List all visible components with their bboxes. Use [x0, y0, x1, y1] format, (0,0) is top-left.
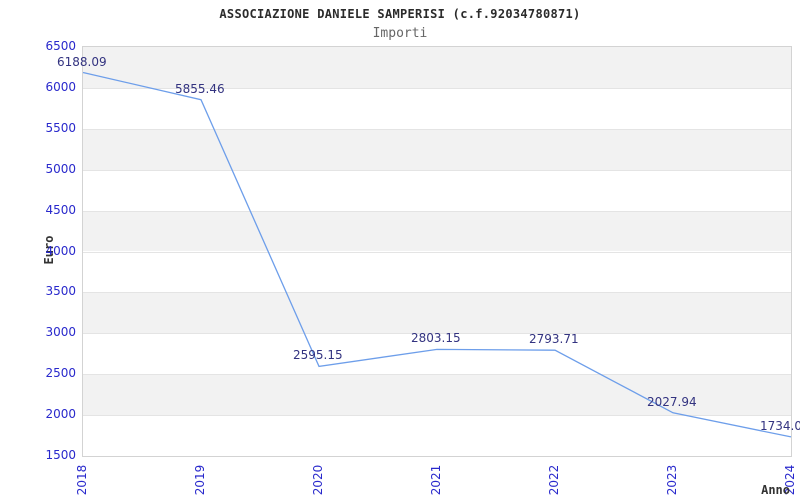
chart-title: ASSOCIAZIONE DANIELE SAMPERISI (c.f.9203… — [219, 7, 581, 21]
y-tick-label: 4500 — [45, 202, 76, 217]
gridline — [83, 374, 791, 376]
y-tick-label: 5500 — [45, 120, 76, 135]
grid-band — [83, 374, 791, 416]
grid-band — [83, 128, 791, 170]
data-point-label: 2595.15 — [293, 348, 343, 363]
grid-band — [83, 415, 791, 456]
x-tick-label: 2018 — [75, 464, 89, 496]
grid-band — [83, 251, 791, 293]
gridline — [83, 251, 791, 253]
chart-subtitle: Importi — [372, 26, 428, 41]
gridline — [83, 292, 791, 294]
y-tick-label: 3000 — [45, 325, 76, 340]
y-tick-label: 4000 — [45, 243, 76, 258]
gridline — [83, 169, 791, 171]
series-line — [82, 71, 792, 438]
x-tick-label: 2019 — [193, 464, 207, 496]
series-line-svg — [82, 71, 792, 438]
x-tick-label: 2023 — [665, 464, 679, 496]
gridline — [83, 87, 791, 89]
data-point-label: 2803.15 — [411, 331, 461, 346]
grid-band — [83, 47, 791, 88]
grid-band — [83, 210, 791, 252]
grid-band — [83, 333, 791, 375]
x-axis-label: Anno — [761, 483, 790, 497]
plot-area — [82, 46, 792, 457]
y-tick-label: 5000 — [45, 161, 76, 176]
grid-band — [83, 169, 791, 211]
data-point-label: 5855.46 — [175, 81, 225, 96]
y-tick-label: 3500 — [45, 284, 76, 299]
grid-band — [83, 292, 791, 334]
data-point-label: 2793.71 — [529, 332, 579, 347]
gridline — [83, 415, 791, 417]
grid-band — [83, 87, 791, 129]
data-point-label: 1734.0 — [760, 418, 800, 433]
x-tick-label: 2022 — [547, 464, 561, 496]
y-tick-label: 1500 — [45, 448, 76, 462]
y-tick-label: 2500 — [45, 366, 76, 381]
y-tick-label: 2000 — [45, 407, 76, 422]
data-point-label: 2027.94 — [647, 394, 697, 409]
x-tick-label: 2020 — [311, 464, 325, 496]
gridline — [83, 128, 791, 130]
data-point-label: 6188.09 — [57, 54, 107, 69]
gridline — [83, 333, 791, 335]
y-tick-label: 6500 — [45, 39, 76, 53]
x-tick-label: 2021 — [429, 464, 443, 496]
y-tick-label: 6000 — [45, 79, 76, 94]
gridline — [83, 210, 791, 212]
